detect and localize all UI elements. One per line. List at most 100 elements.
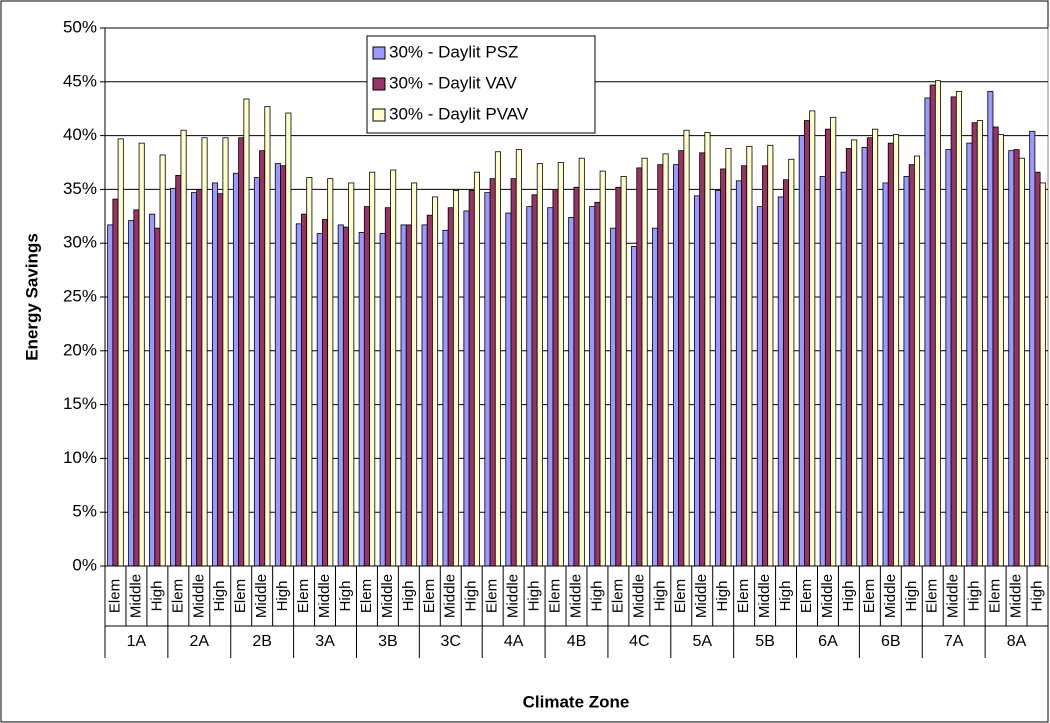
bar [316,233,323,567]
y-tick-label: 20% [63,340,97,359]
x-tick-label: High [903,581,920,612]
bar [662,153,669,567]
y-tick-label: 0% [72,555,97,574]
bar [552,188,559,567]
x-tick-label: Elem [169,579,186,613]
legend-box [366,35,596,134]
x-group-label: 3A [315,633,335,650]
x-group-label: 8A [1007,633,1027,650]
bar [746,145,753,567]
bar [903,176,910,567]
bar [887,142,894,567]
x-tick-label: Middle [756,574,773,618]
legend-label: 30% - Daylit PSZ [389,42,518,61]
x-tick-label: Elem [735,579,752,613]
bar [631,246,638,567]
x-axis-title: Climate Zone [523,692,630,711]
x-tick-label: Elem [358,579,375,613]
x-tick-label: High [840,581,857,612]
x-tick-label: Elem [547,579,564,613]
bar [369,171,376,567]
bar [442,229,449,567]
x-tick-label: Middle [819,574,836,618]
x-group-label: 4A [504,633,524,650]
bar [620,176,627,567]
x-tick-label: High [777,581,794,612]
bar [809,110,816,567]
y-tick-label: 25% [63,286,97,305]
bar [243,98,250,567]
bar [232,172,239,567]
bar [610,227,617,567]
x-tick-label: Elem [484,579,501,613]
bar [536,163,543,567]
bar [432,196,439,567]
bar [1039,182,1046,567]
bar [342,226,350,567]
x-tick-label: Middle [630,574,647,618]
x-tick-label: Elem [924,579,941,613]
x-tick-label: Middle [1008,574,1025,618]
x-tick-label: Middle [379,574,396,618]
bar [253,177,260,567]
x-group-label: 3C [441,633,461,650]
bar [735,180,742,567]
x-group-label: 4B [567,633,587,650]
bar [285,112,292,567]
bar [348,182,355,567]
bar [756,206,763,567]
bar [295,223,302,567]
bar [573,186,580,567]
x-tick-label: Elem [106,579,123,613]
bar [934,80,942,567]
bar [997,134,1004,567]
bar [882,182,889,567]
x-group-label: 7A [944,633,964,650]
x-tick-label: Elem [609,579,626,613]
bar [893,134,900,567]
y-tick-label: 5% [72,502,97,521]
x-group-label: 6B [881,633,901,650]
bar [400,224,407,567]
legend-swatch [372,77,386,91]
bar [1013,149,1020,567]
x-tick-label: Elem [987,579,1004,613]
x-tick-label: High [148,581,165,612]
y-tick-label: 30% [63,233,97,252]
bar [1018,157,1025,567]
bar [128,220,135,567]
bar [971,122,978,567]
bar [741,165,748,567]
bar [159,154,166,567]
bar [987,91,994,567]
bar [363,206,370,567]
x-tick-label: Middle [567,574,584,618]
bar [568,216,575,567]
bar [673,164,680,567]
bar [683,129,690,567]
x-group-label: 2A [190,633,210,650]
y-tick-label: 15% [63,394,97,413]
bar [872,128,879,567]
y-tick-label: 50% [63,17,97,36]
bar [191,192,198,567]
x-tick-label: Elem [295,579,312,613]
bar [196,188,203,567]
bar [725,148,732,567]
bar [384,207,391,567]
x-tick-label: Middle [693,574,710,618]
bar [950,96,957,567]
bar [452,190,460,567]
bar [720,168,727,567]
bar [411,182,418,567]
bar [657,164,664,567]
bar [515,149,522,567]
x-tick-label: Middle [882,574,899,618]
bar [589,206,596,567]
x-tick-label: Elem [421,579,438,613]
bar [505,212,512,567]
bar [421,224,428,567]
bar [306,177,313,567]
bar [767,144,774,567]
